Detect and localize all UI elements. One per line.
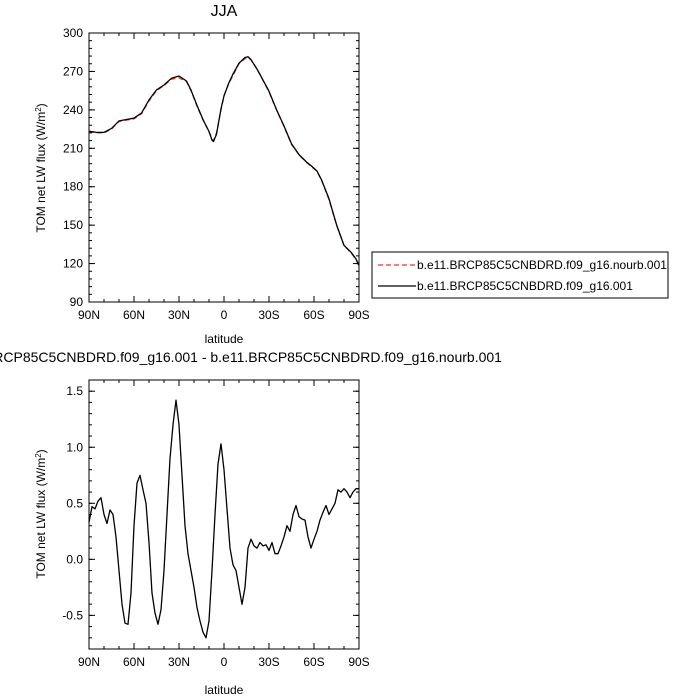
x-tick-label: 60N: [123, 655, 145, 669]
x-tick-label: 0: [221, 655, 228, 669]
chart-title: JJA: [211, 3, 238, 20]
x-tick-label: 90N: [78, 655, 100, 669]
y-axis-ticks: -0.5 0.0 0.5 1.0 1.5: [62, 379, 359, 650]
y-axis-label-main: TOM net LW flux (W/m: [34, 458, 48, 579]
plot-frame: [88, 32, 360, 303]
y-tick-label: 1.5: [66, 384, 83, 398]
x-tick-label: 60N: [123, 308, 145, 322]
y-tick-label: 120: [63, 257, 83, 271]
plot-area: [88, 399, 359, 639]
x-tick-label: 90S: [348, 655, 369, 669]
x-tick-label: 30N: [168, 308, 190, 322]
y-tick-label: 180: [63, 180, 83, 194]
x-tick-label: 60S: [303, 655, 324, 669]
series-line-0: [88, 399, 359, 639]
series-line-1: [88, 56, 360, 266]
x-tick-label: 30S: [258, 655, 279, 669]
y-axis-label-tail: ): [34, 449, 48, 453]
y-axis-label-sup: 2: [34, 107, 43, 112]
y-axis-label: TOM net LW flux (W/m2): [34, 449, 48, 578]
x-tick-label: 30N: [168, 655, 190, 669]
y-tick-label: 150: [63, 218, 83, 232]
y-tick-label: 270: [63, 64, 83, 78]
y-tick-label: -0.5: [62, 608, 83, 622]
y-axis-label-sup: 2: [34, 453, 43, 458]
chart-jja: JJA 90N 60N 30N 0 30S 60S 90S 90 120 150 180 210 24…: [34, 3, 669, 346]
x-axis-ticks: 90N 60N 30N 0 30S 60S 90S: [78, 380, 370, 669]
series-line-0: [88, 56, 360, 267]
y-tick-label: 0.0: [66, 552, 83, 566]
x-tick-label: 60S: [303, 308, 324, 322]
x-tick-label: 30S: [258, 308, 279, 322]
y-tick-label: 240: [63, 103, 83, 117]
legend-box: [371, 251, 669, 299]
x-tick-label: 0: [221, 308, 228, 322]
y-axis-ticks: 90 120 150 180 210 240 270 300: [63, 26, 359, 309]
x-tick-label: 90S: [348, 308, 369, 322]
legend-label-nourb: b.e11.BRCP85C5CNBDRD.f09_g16.nourb.001: [417, 258, 667, 272]
y-tick-label: 1.0: [66, 440, 83, 454]
plot-area: [88, 56, 360, 267]
x-axis-label: latitude: [205, 332, 244, 346]
y-tick-label: 300: [63, 26, 83, 40]
y-tick-label: 0.5: [66, 496, 83, 510]
legend-label-control: b.e11.BRCP85C5CNBDRD.f09_g16.001: [417, 279, 633, 293]
x-axis-label: latitude: [205, 683, 244, 697]
x-axis-ticks: 90N 60N 30N 0 30S 60S 90S: [78, 33, 370, 322]
legend: b.e11.BRCP85C5CNBDRD.f09_g16.nourb.001 b…: [371, 251, 669, 299]
chart-difference: b.e11.BRCP85C5CNBDRD.f09_g16.001 - b.e11…: [0, 349, 502, 697]
y-tick-label: 90: [70, 295, 84, 309]
y-axis-label-tail: ): [34, 103, 48, 107]
y-tick-label: 210: [63, 141, 83, 155]
chart-title: b.e11.BRCP85C5CNBDRD.f09_g16.001 - b.e11…: [0, 349, 502, 365]
y-axis-label: TOM net LW flux (W/m2): [34, 103, 48, 232]
y-axis-label-main: TOM net LW flux (W/m: [34, 112, 48, 233]
x-tick-label: 90N: [78, 308, 100, 322]
